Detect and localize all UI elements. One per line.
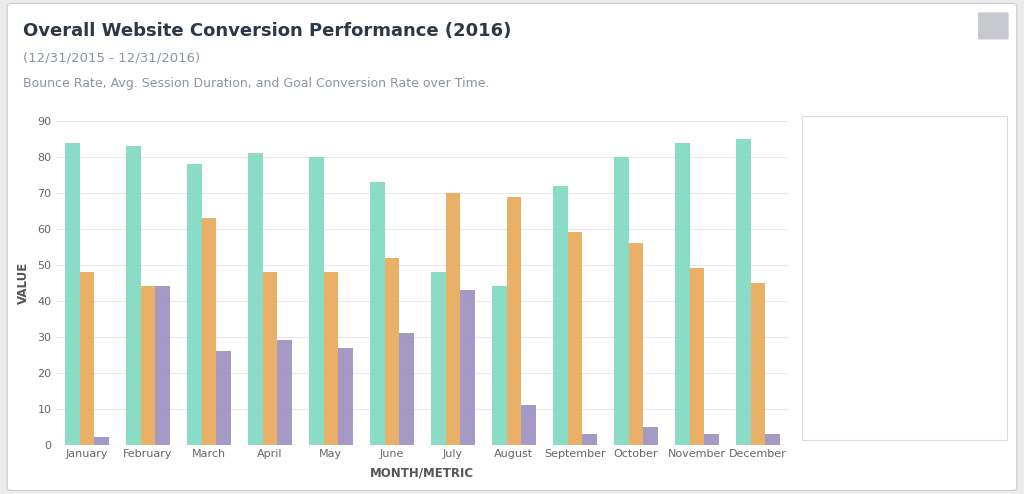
Bar bbox=[202, 218, 216, 445]
Bar bbox=[156, 287, 170, 445]
Text: Avg Session
Duration (651): Avg Session Duration (651) bbox=[851, 271, 938, 301]
Circle shape bbox=[808, 184, 837, 229]
FancyBboxPatch shape bbox=[978, 12, 1009, 40]
Bar bbox=[216, 351, 230, 445]
Bar bbox=[751, 283, 765, 445]
Bar bbox=[705, 434, 719, 445]
Bar bbox=[460, 290, 475, 445]
Circle shape bbox=[808, 336, 837, 381]
Bar bbox=[399, 333, 414, 445]
Bar bbox=[629, 243, 643, 445]
Bar bbox=[643, 427, 657, 445]
Bar bbox=[507, 197, 521, 445]
Bar bbox=[689, 268, 705, 445]
Bar bbox=[445, 193, 460, 445]
Circle shape bbox=[808, 258, 837, 304]
Bar bbox=[614, 157, 629, 445]
Bar bbox=[492, 287, 507, 445]
Bar bbox=[278, 340, 292, 445]
Bar bbox=[567, 233, 583, 445]
Bar bbox=[94, 437, 109, 445]
Bar bbox=[140, 287, 156, 445]
Bar bbox=[553, 186, 567, 445]
Bar bbox=[262, 272, 278, 445]
Bar bbox=[431, 272, 445, 445]
Y-axis label: VALUE: VALUE bbox=[17, 262, 31, 304]
Text: Bounce Rate (893): Bounce Rate (893) bbox=[851, 197, 961, 210]
Bar bbox=[65, 143, 80, 445]
Text: (12/31/2015 - 12/31/2016): (12/31/2015 - 12/31/2016) bbox=[23, 52, 200, 65]
X-axis label: MONTH/METRIC: MONTH/METRIC bbox=[371, 466, 474, 479]
Bar bbox=[583, 434, 597, 445]
Bar bbox=[248, 153, 262, 445]
Text: LEGEND: LEGEND bbox=[822, 139, 882, 152]
Bar bbox=[324, 272, 338, 445]
Bar bbox=[736, 139, 751, 445]
Bar bbox=[126, 146, 140, 445]
Text: Overall Website Conversion Performance (2016): Overall Website Conversion Performance (… bbox=[23, 22, 511, 40]
Bar bbox=[370, 182, 385, 445]
Bar bbox=[521, 405, 536, 445]
Bar bbox=[80, 272, 94, 445]
Text: Goal Conversion
Rate (228): Goal Conversion Rate (228) bbox=[851, 349, 948, 379]
Text: Bounce Rate, Avg. Session Duration, and Goal Conversion Rate over Time.: Bounce Rate, Avg. Session Duration, and … bbox=[23, 77, 489, 89]
Bar bbox=[338, 348, 353, 445]
Bar bbox=[765, 434, 780, 445]
Bar bbox=[385, 258, 399, 445]
Bar bbox=[187, 164, 202, 445]
Bar bbox=[309, 157, 324, 445]
Bar bbox=[675, 143, 689, 445]
